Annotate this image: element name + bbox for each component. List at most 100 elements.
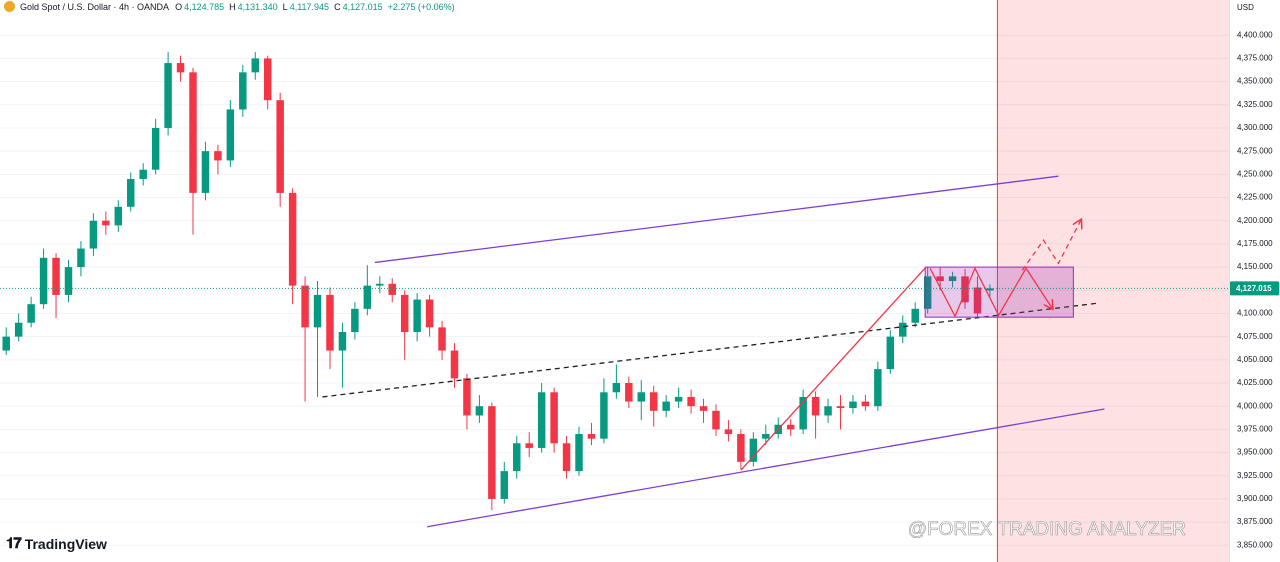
candle-body <box>52 257 60 295</box>
candle-body <box>600 392 608 439</box>
ohlc-key: L <box>282 1 288 12</box>
candle-body <box>189 72 197 193</box>
y-tick-label: 4,025.000 <box>1237 378 1273 387</box>
candle-body <box>463 378 471 416</box>
candle-body <box>226 109 235 161</box>
ohlc-value: 4,124.785 <box>184 1 225 12</box>
candle-body <box>64 267 73 295</box>
candle-body <box>562 443 571 472</box>
brand: TradingView <box>24 535 107 552</box>
drawing-line <box>740 267 926 471</box>
candle-body <box>376 283 384 286</box>
brand-logo: 𝟏𝟕 TradingView <box>6 535 107 552</box>
ohlc-value: 4,131.340 <box>237 1 278 12</box>
candle-body <box>475 406 484 416</box>
y-tick-label: 3,875.000 <box>1237 517 1273 526</box>
y-tick-label: 4,375.000 <box>1237 54 1273 63</box>
candle-body <box>488 406 496 499</box>
drawing-line <box>374 175 1059 264</box>
ohlc-key: H <box>229 1 236 12</box>
candle-body <box>313 294 322 328</box>
candle-body <box>637 392 646 402</box>
candle-body <box>176 63 185 73</box>
candle-body <box>737 434 745 462</box>
candle-body <box>687 396 695 407</box>
candle-body <box>948 276 957 281</box>
candle-body <box>874 369 882 407</box>
candle-body <box>239 72 247 110</box>
candle-body <box>438 327 446 351</box>
candle-body <box>450 350 459 379</box>
candle-body <box>214 151 222 161</box>
y-tick-label: 4,325.000 <box>1237 100 1273 109</box>
candle-body <box>575 434 583 472</box>
candle-body <box>923 276 932 309</box>
candle-body <box>849 401 857 409</box>
y-tick-label: 4,200.000 <box>1237 216 1273 225</box>
y-tick-label: 4,225.000 <box>1237 193 1273 202</box>
price-axis-panel <box>1229 0 1280 562</box>
candle-body <box>762 434 770 439</box>
candle-body <box>127 178 135 207</box>
candle-body <box>400 294 409 333</box>
candle-body <box>413 299 421 333</box>
candle-body <box>164 63 172 128</box>
candle-body <box>836 406 845 409</box>
candle-body <box>649 392 658 411</box>
ohlc-value: 4,117.945 <box>289 1 330 12</box>
y-tick-label: 3,950.000 <box>1237 448 1273 457</box>
candle-body <box>89 220 98 249</box>
candle-body <box>861 401 870 407</box>
candle-body <box>102 220 110 226</box>
candle-body <box>824 406 832 416</box>
candle-body <box>625 383 633 402</box>
candle-body <box>936 276 944 281</box>
candle-body <box>749 438 758 462</box>
candle-body <box>338 332 347 351</box>
candle-body <box>674 396 683 402</box>
candle-body <box>961 276 969 303</box>
candle-body <box>139 169 147 179</box>
last-price-tag <box>1230 281 1279 296</box>
candle-body <box>662 401 670 411</box>
candle-body <box>326 294 334 351</box>
candle-body <box>425 299 434 328</box>
y-tick-label: 4,100.000 <box>1237 309 1273 318</box>
logo-mark: 𝟏𝟕 <box>6 535 22 552</box>
candle-body <box>550 392 558 444</box>
candle-body <box>27 304 35 323</box>
candle-body <box>911 308 919 323</box>
y-tick-label: 4,150.000 <box>1237 262 1273 271</box>
candle-body <box>39 257 48 305</box>
candle-body <box>363 285 372 309</box>
candle-body <box>786 424 795 430</box>
y-tick-label: 4,075.000 <box>1237 332 1273 341</box>
candle-body <box>587 434 596 439</box>
candle-body <box>251 58 259 73</box>
y-tick-label: 4,175.000 <box>1237 239 1273 248</box>
candle-body <box>301 285 309 328</box>
candle-body <box>712 410 720 430</box>
symbol-icon <box>4 1 15 12</box>
y-tick-label: 4,000.000 <box>1237 401 1273 410</box>
candle-body <box>2 336 10 351</box>
drawing-dashed <box>322 302 1098 398</box>
y-tick-label: 3,850.000 <box>1237 540 1273 549</box>
y-tick-label: 4,350.000 <box>1237 77 1273 86</box>
range-box <box>924 266 1074 318</box>
ohlc-key: O <box>175 1 183 12</box>
candle-body <box>811 396 820 416</box>
candle-body <box>986 288 994 291</box>
candle-body <box>114 206 123 226</box>
drawing-line <box>426 408 1105 528</box>
ohlc-value: 4,127.015 <box>342 1 383 12</box>
axis-unit: USD <box>1237 3 1254 12</box>
candle-body <box>276 100 284 193</box>
y-tick-label: 4,050.000 <box>1237 355 1273 364</box>
y-tick-label: 4,275.000 <box>1237 146 1273 155</box>
candle-body <box>500 471 509 499</box>
y-tick-label: 3,975.000 <box>1237 424 1273 433</box>
candle-body <box>151 127 160 170</box>
